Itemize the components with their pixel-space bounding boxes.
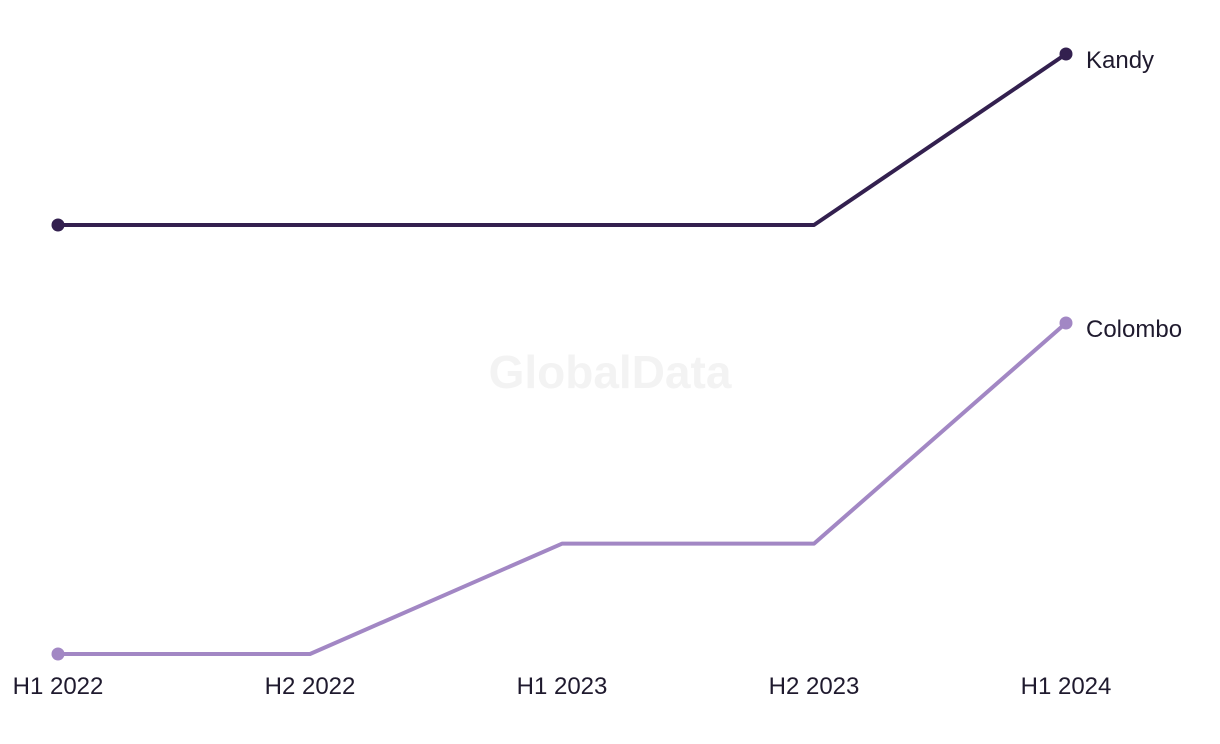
series-label-kandy: Kandy xyxy=(1086,47,1154,74)
series-layer: Kandy Colombo xyxy=(51,47,1182,661)
series-marker-kandy-start xyxy=(51,218,65,232)
watermark: GlobalData xyxy=(489,346,732,398)
series-label-colombo: Colombo xyxy=(1086,316,1182,343)
x-tick-label: H1 2024 xyxy=(1021,673,1112,700)
x-tick-label: H1 2022 xyxy=(13,673,104,700)
x-axis: H1 2022 H2 2022 H1 2023 H2 2023 H1 2024 xyxy=(13,673,1112,700)
x-tick-label: H2 2022 xyxy=(265,673,356,700)
series-line-kandy xyxy=(58,52,1068,227)
x-tick-label: H1 2023 xyxy=(517,673,608,700)
series-marker-colombo-start xyxy=(51,647,65,661)
series-line-colombo xyxy=(58,321,1068,656)
x-tick-label: H2 2023 xyxy=(769,673,860,700)
series-marker-colombo-end xyxy=(1059,316,1073,330)
series-marker-kandy-end xyxy=(1059,47,1073,61)
